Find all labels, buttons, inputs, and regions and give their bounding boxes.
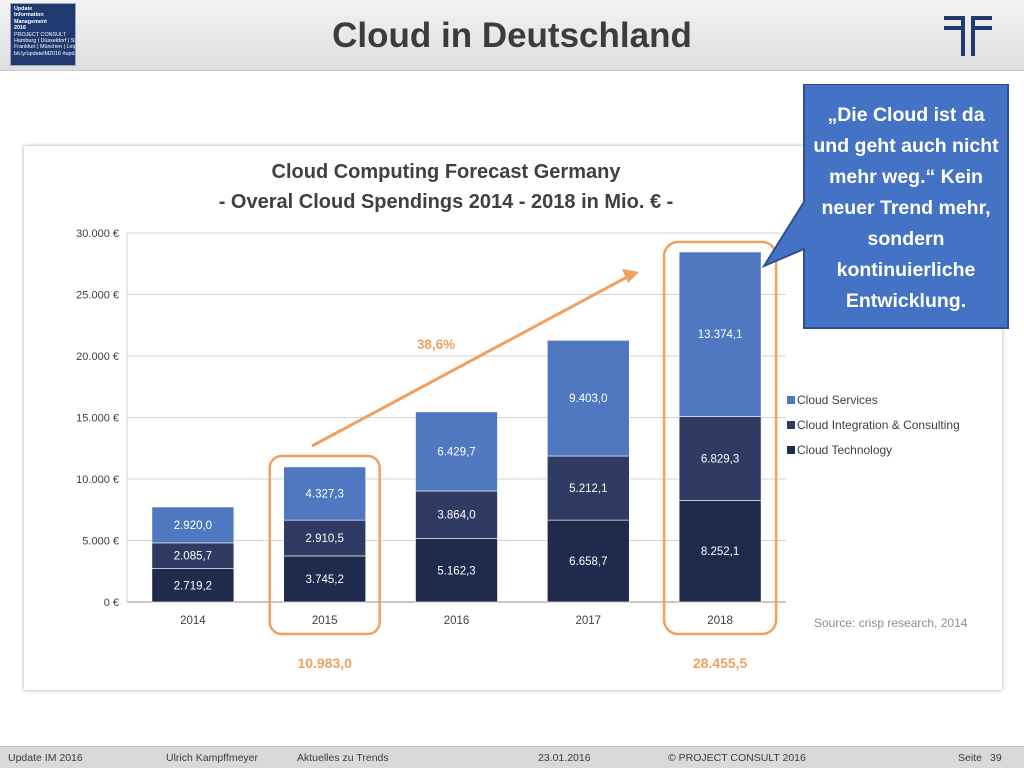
x-tick-label: 2015 <box>312 615 338 627</box>
y-tick-label: 5.000 € <box>82 536 119 548</box>
bar-data-label: 5.162,3 <box>437 565 475 577</box>
bar-data-label: 8.252,1 <box>701 546 739 558</box>
footer-page-label: Seite <box>958 752 982 764</box>
logo-title-line: Update <box>14 6 33 12</box>
logo-title-line: 2016 <box>14 25 26 32</box>
slide-header: Update Information Management 2016 PROJE… <box>0 0 1024 71</box>
bar-segment <box>151 568 235 603</box>
y-tick-label: 0 € <box>104 597 119 609</box>
legend-label: Cloud Integration & Consulting <box>797 418 960 432</box>
event-logo: Update Information Management 2016 PROJE… <box>10 3 76 66</box>
chart-title: Cloud Computing Forecast Germany <box>272 161 622 183</box>
callout-shape <box>761 84 1009 329</box>
legend-swatch <box>787 421 795 429</box>
bar-data-label: 3.864,0 <box>437 510 475 522</box>
bar-data-label: 6.829,3 <box>701 453 739 465</box>
bar-segment <box>151 542 235 569</box>
bar-segment <box>415 538 498 603</box>
legend-swatch <box>787 446 795 454</box>
logo-title-line: Information <box>14 12 44 19</box>
footer-event: Update IM 2016 <box>8 752 83 764</box>
project-consult-logo-icon <box>944 16 992 56</box>
slide-footer: Update IM 2016 Ulrich Kampffmeyer Aktuel… <box>0 746 1024 768</box>
y-tick-label: 15.000 € <box>76 413 119 425</box>
logo-title-line: Management <box>14 18 47 25</box>
highlight-box-2018 <box>662 240 778 636</box>
bar-segment <box>678 251 762 417</box>
bar-segment <box>678 500 762 603</box>
bar-segment <box>546 519 630 603</box>
x-tick-label: 2016 <box>444 615 470 627</box>
callout-text: „Die Cloud ist da und geht auch nicht me… <box>813 104 999 312</box>
growth-arrow <box>311 274 630 448</box>
legend-label: Cloud Services <box>797 393 878 407</box>
bar-segment <box>283 555 367 603</box>
bar-data-label: 13.374,1 <box>698 329 743 341</box>
logo-cities: Frankfurt | München | Leipzig <box>14 44 75 51</box>
legend-label: Cloud Technology <box>797 443 892 457</box>
x-tick-label: 2018 <box>707 615 733 627</box>
footer-copyright: © PROJECT CONSULT 2016 <box>668 752 806 764</box>
bar-data-label: 2.719,2 <box>174 580 212 592</box>
y-tick-label: 10.000 € <box>76 474 119 486</box>
bar-data-label: 2.920,0 <box>174 520 212 532</box>
x-tick-label: 2017 <box>576 615 602 627</box>
bar-segment <box>546 340 630 457</box>
bar-segment <box>546 455 630 521</box>
chart-source: Source: crisp research, 2014 <box>814 616 968 630</box>
page-title: Cloud in Deutschland <box>332 16 692 55</box>
bar-segment <box>151 506 235 544</box>
chart-subtitle: - Overal Cloud Spendings 2014 - 2018 in … <box>219 191 674 213</box>
bar-data-label: 3.745,2 <box>306 574 344 586</box>
bar-data-label: 2.910,5 <box>306 533 344 545</box>
growth-arrow-head <box>622 269 639 283</box>
y-tick-label: 30.000 € <box>76 228 119 240</box>
y-tick-label: 25.000 € <box>76 290 119 302</box>
bar-segment <box>415 411 498 492</box>
bar-data-label: 4.327,3 <box>306 489 344 501</box>
footer-author: Ulrich Kampffmeyer <box>166 752 258 764</box>
bar-segment <box>283 466 367 521</box>
logo-footer: bit.ly/updateIM2016 #updateIM16 <box>14 50 75 57</box>
logo-brand: PROJECT CONSULT <box>14 31 66 38</box>
total-2018-label: 28.455,5 <box>693 655 748 671</box>
bar-segment <box>415 490 498 539</box>
growth-label: 38,6% <box>417 337 455 352</box>
logo-cities: Hamburg | Düsseldorf | Stuttgart <box>14 38 76 45</box>
cloud-spending-chart: Cloud Computing Forecast Germany - Overal… <box>76 161 968 671</box>
quote-callout: „Die Cloud ist da und geht auch nicht me… <box>761 84 1009 329</box>
bar-data-label: 2.085,7 <box>174 551 212 563</box>
x-tick-label: 2014 <box>180 615 206 627</box>
footer-topic: Aktuelles zu Trends <box>297 752 389 764</box>
bar-data-label: 6.658,7 <box>569 556 607 568</box>
highlight-box-2015 <box>268 454 381 636</box>
total-2015-label: 10.983,0 <box>297 655 352 671</box>
bar-data-label: 9.403,0 <box>569 393 607 405</box>
legend-swatch <box>787 396 795 404</box>
footer-page-number: 39 <box>990 752 1002 764</box>
bar-data-label: 6.429,7 <box>437 446 475 458</box>
bar-data-label: 5.212,1 <box>569 483 607 495</box>
y-tick-label: 20.000 € <box>76 351 119 363</box>
footer-date: 23.01.2016 <box>538 752 591 764</box>
